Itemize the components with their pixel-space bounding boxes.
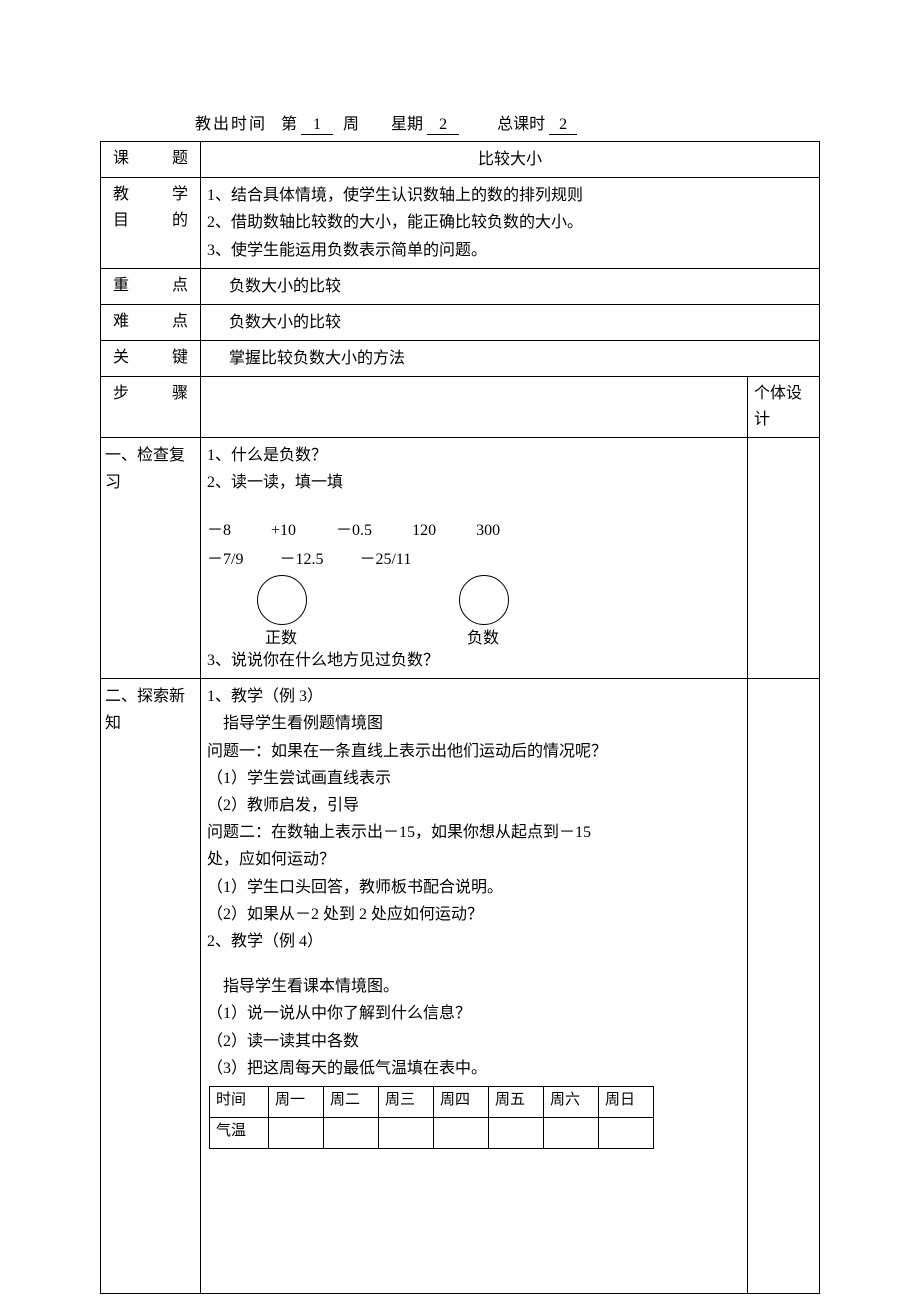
diff-value: 负数大小的比较 [201, 304, 820, 340]
temp-col-6: 周日 [599, 1086, 654, 1117]
s2-t2: 2、教学（例 4） [207, 928, 741, 955]
key-value: 负数大小的比较 [201, 268, 820, 304]
s2-q1: 问题一：如果在一条直线上表示出他们运动后的情况呢？ [207, 738, 741, 765]
numbers-row-a: －8 +10 －0.5 120 300 [207, 518, 741, 544]
temp-v5 [544, 1117, 599, 1148]
num-b1: －12.5 [279, 547, 323, 573]
num-b2: －25/11 [359, 547, 411, 573]
row-aim: 教 学 目 的 1、结合具体情境，使学生认识数轴上的数的排列规则 2、借助数轴比… [101, 178, 820, 269]
temp-head-time: 时间 [210, 1086, 269, 1117]
temp-col-0: 周一 [269, 1086, 324, 1117]
crux-value: 掌握比较负数大小的方法 [201, 341, 820, 377]
section1-label: 一、检查复习 [101, 437, 201, 679]
circle-negative [459, 575, 509, 625]
aim-line-1: 1、结合具体情境，使学生认识数轴上的数的排列规则 [207, 182, 813, 209]
s2-t1a: 指导学生看例题情境图 [207, 710, 741, 737]
circle-positive [257, 575, 307, 625]
s2-t1: 1、教学（例 3） [207, 683, 741, 710]
row-section-2: 二、探索新知 1、教学（例 3） 指导学生看例题情境图 问题一：如果在一条直线上… [101, 679, 820, 1294]
section1-content: 1、什么是负数？ 2、读一读，填一填 －8 +10 －0.5 120 300 －… [201, 437, 748, 679]
crux-label: 关 键 [101, 341, 201, 377]
row-crux: 关 键 掌握比较负数大小的方法 [101, 341, 820, 377]
step-blank [201, 377, 748, 437]
temp-v2 [379, 1117, 434, 1148]
s2-t2c: （2）读一读其中各数 [207, 1028, 741, 1055]
num-a1: +10 [271, 518, 296, 544]
num-a4: 300 [476, 518, 500, 544]
temp-col-1: 周二 [324, 1086, 379, 1117]
aim-label-l1: 教 学 [113, 182, 188, 208]
s1-l1: 1、什么是负数？ [207, 442, 741, 469]
num-b0: －7/9 [207, 547, 243, 573]
topic-value: 比较大小 [201, 142, 820, 178]
teach-time-label: 教出时间 [195, 116, 267, 133]
temp-head-temp: 气温 [210, 1117, 269, 1148]
numbers-row-b: －7/9 －12.5 －25/11 [207, 547, 741, 573]
s2-t2d: （3）把这周每天的最低气温填在表中。 [207, 1055, 741, 1082]
circles-row: 正数 负数 [207, 575, 741, 647]
s2-q1b: （2）教师启发，引导 [207, 792, 741, 819]
section2-label: 二、探索新知 [101, 679, 201, 1294]
temp-row-head: 时间 周一 周二 周三 周四 周五 周六 周日 [210, 1086, 654, 1117]
aim-line-2: 2、借助数轴比较数的大小，能正确比较负数的大小。 [207, 209, 813, 236]
diff-label: 难 点 [101, 304, 201, 340]
circle-label-negative: 负数 [467, 625, 499, 652]
temp-v3 [434, 1117, 489, 1148]
section1-notes [747, 437, 819, 679]
lesson-table: 课 题 比较大小 教 学 目 的 1、结合具体情境，使学生认识数轴上的数的排列规… [100, 141, 820, 1294]
temp-col-3: 周四 [434, 1086, 489, 1117]
aim-content: 1、结合具体情境，使学生认识数轴上的数的排列规则 2、借助数轴比较数的大小，能正… [201, 178, 820, 269]
temp-col-5: 周六 [544, 1086, 599, 1117]
notes-label: 个体设计 [747, 377, 819, 437]
row-step-header: 步 骤 个体设计 [101, 377, 820, 437]
num-a2: －0.5 [336, 518, 372, 544]
s2-t2b: （1）说一说从中你了解到什么信息？ [207, 1000, 741, 1027]
header-line: 教出时间 第 1 周 星期 2 总课时 2 [100, 110, 820, 141]
temp-v1 [324, 1117, 379, 1148]
row-diff: 难 点 负数大小的比较 [101, 304, 820, 340]
num-a3: 120 [412, 518, 436, 544]
row-section-1: 一、检查复习 1、什么是负数？ 2、读一读，填一填 －8 +10 －0.5 12… [101, 437, 820, 679]
temperature-table: 时间 周一 周二 周三 周四 周五 周六 周日 气温 [209, 1086, 654, 1149]
section2-notes [747, 679, 819, 1294]
section2-content: 1、教学（例 3） 指导学生看例题情境图 问题一：如果在一条直线上表示出他们运动… [201, 679, 748, 1294]
temp-v0 [269, 1117, 324, 1148]
week-suffix: 周 [343, 116, 359, 133]
row-key: 重 点 负数大小的比较 [101, 268, 820, 304]
temp-v6 [599, 1117, 654, 1148]
s1-l2: 2、读一读，填一填 [207, 469, 741, 496]
week-value: 1 [301, 116, 333, 135]
aim-label-l2: 目 的 [113, 208, 188, 234]
temp-col-4: 周五 [489, 1086, 544, 1117]
temp-col-2: 周三 [379, 1086, 434, 1117]
s2-q2a: 问题二：在数轴上表示出－15，如果你想从起点到－15 [207, 819, 741, 846]
key-label: 重 点 [101, 268, 201, 304]
step-label: 步 骤 [101, 377, 201, 437]
temp-v4 [489, 1117, 544, 1148]
topic-label: 课 题 [101, 142, 201, 178]
s2-q2b: 处，应如何运动？ [207, 846, 741, 873]
weekday-label: 星期 [391, 116, 423, 133]
num-a0: －8 [207, 518, 231, 544]
s2-t2a: 指导学生看课本情境图。 [207, 973, 741, 1000]
total-label: 总课时 [497, 116, 545, 133]
total-value: 2 [549, 116, 577, 135]
circle-label-positive: 正数 [265, 625, 297, 652]
temp-row-values: 气温 [210, 1117, 654, 1148]
aim-label: 教 学 目 的 [101, 178, 201, 269]
weekday-value: 2 [427, 116, 459, 135]
aim-line-3: 3、使学生能运用负数表示简单的问题。 [207, 237, 813, 264]
page: 教出时间 第 1 周 星期 2 总课时 2 课 题 比较大小 教 学 目 的 1… [0, 0, 920, 1302]
s2-q2c: （1）学生口头回答，教师板书配合说明。 [207, 874, 741, 901]
week-prefix: 第 [281, 116, 297, 133]
s2-q2d: （2）如果从－2 处到 2 处应如何运动？ [207, 901, 741, 928]
row-topic: 课 题 比较大小 [101, 142, 820, 178]
s2-q1a: （1）学生尝试画直线表示 [207, 765, 741, 792]
